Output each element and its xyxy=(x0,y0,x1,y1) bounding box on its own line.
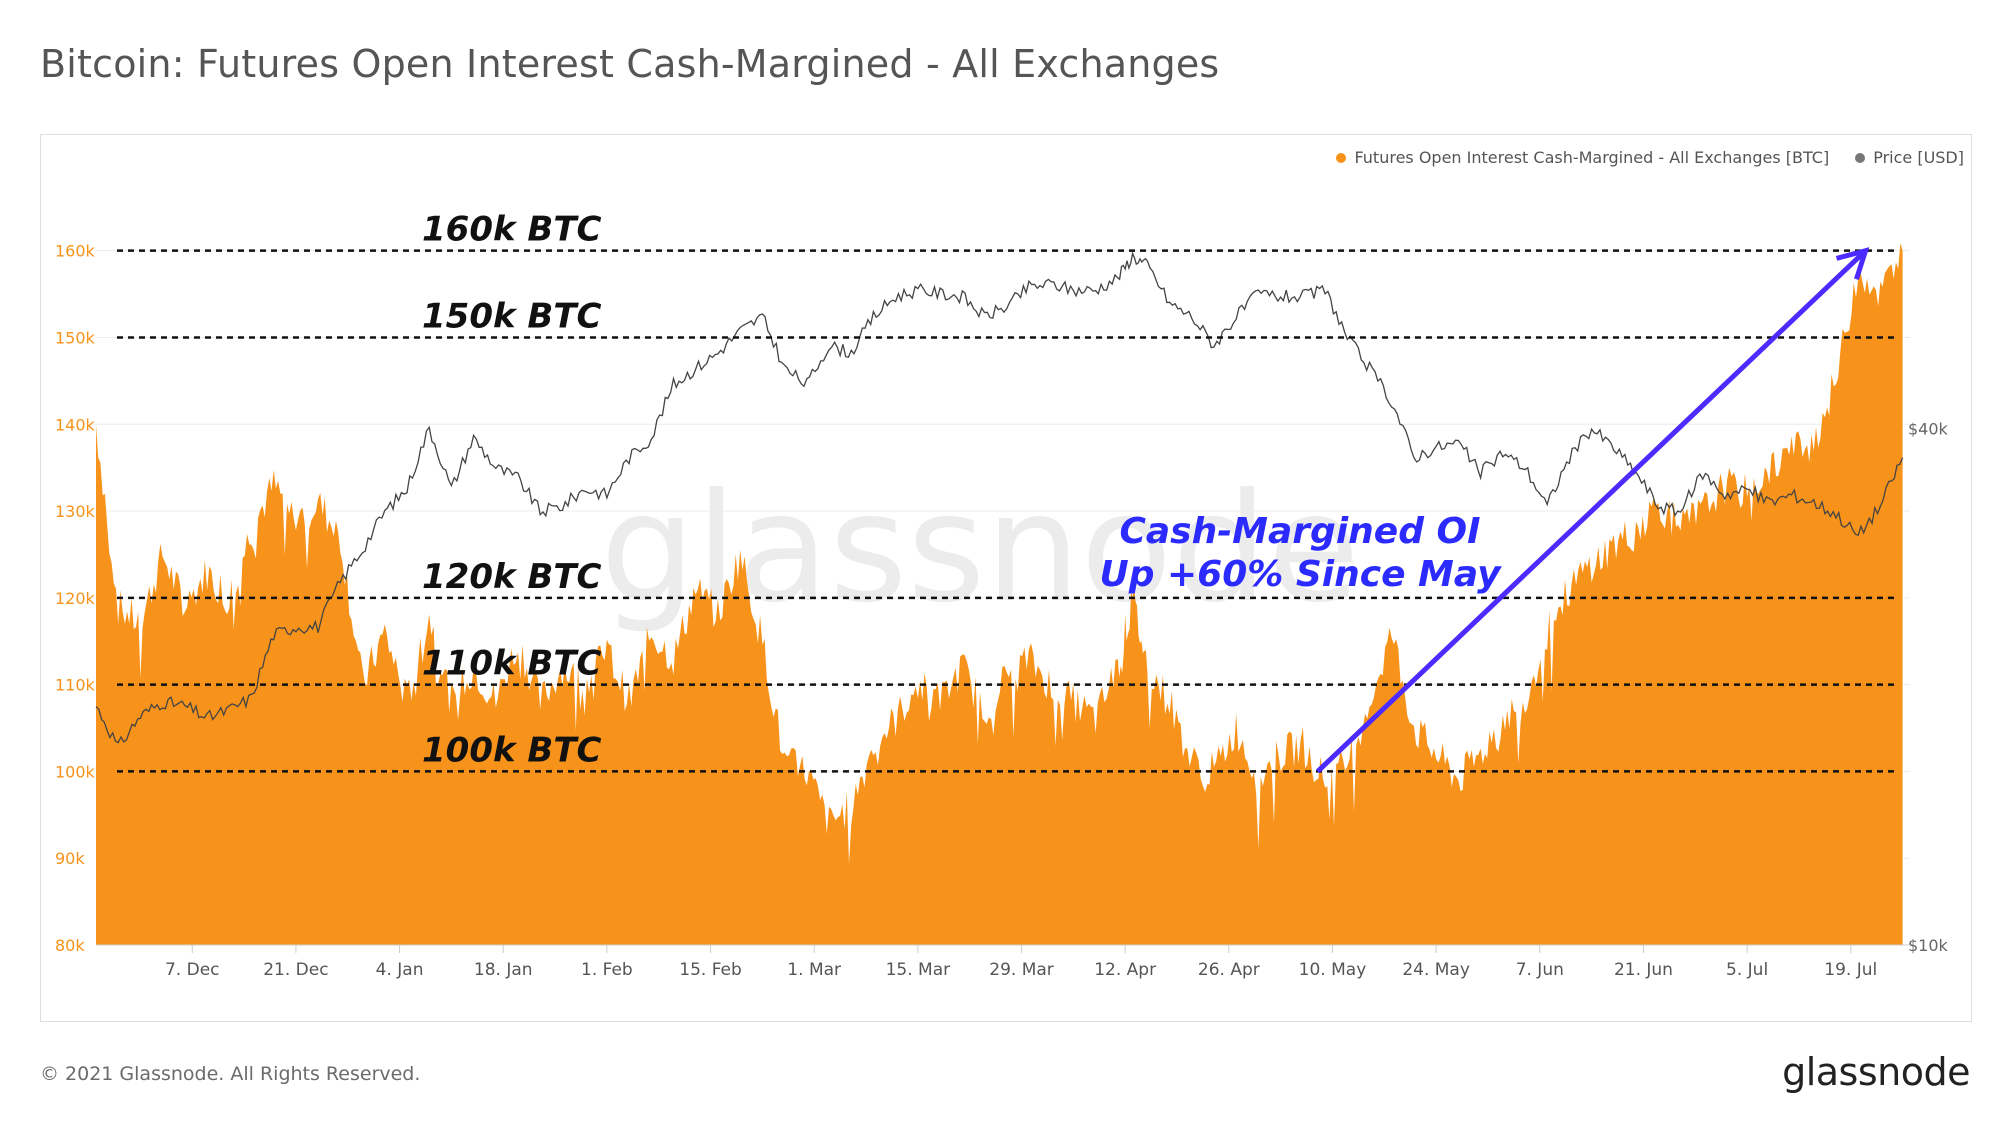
x-tick-label: 7. Dec xyxy=(165,960,220,980)
y-left-tick-label: 110k xyxy=(55,676,96,695)
x-tick-label: 7. Jun xyxy=(1516,960,1564,980)
y-left-tick-label: 80k xyxy=(55,936,85,955)
x-tick-label: 12. Apr xyxy=(1094,960,1156,980)
footer-copyright: © 2021 Glassnode. All Rights Reserved. xyxy=(40,1063,421,1085)
oi-area xyxy=(96,243,1903,946)
y-left-tick-label: 140k xyxy=(55,415,96,434)
y-left-tick-label: 100k xyxy=(55,762,96,781)
x-tick-label: 24. May xyxy=(1402,960,1470,980)
annotation-line-2: Up +60% Since May xyxy=(1099,554,1502,595)
reference-label: 160k BTC xyxy=(422,210,602,250)
reference-label: 120k BTC xyxy=(422,557,602,597)
price-line xyxy=(95,251,1904,744)
chart-title: Bitcoin: Futures Open Interest Cash-Marg… xyxy=(40,42,1220,86)
legend-label-price: Price [USD] xyxy=(1873,148,1964,167)
glassnode-logo[interactable]: glassnode xyxy=(1782,1050,1970,1094)
reference-label: 110k BTC xyxy=(422,644,602,684)
x-tick-label: 1. Mar xyxy=(787,960,841,980)
x-tick-label: 10. May xyxy=(1299,960,1367,980)
x-tick-label: 21. Jun xyxy=(1614,960,1673,980)
y-right-tick-label: $10k xyxy=(1908,936,1949,955)
reference-label: 150k BTC xyxy=(422,296,602,336)
x-tick-label: 15. Mar xyxy=(886,960,951,980)
x-tick-label: 26. Apr xyxy=(1198,960,1260,980)
x-tick-label: 1. Feb xyxy=(581,960,633,980)
y-left-tick-label: 90k xyxy=(55,849,85,868)
x-tick-label: 18. Jan xyxy=(474,960,533,980)
x-tick-label: 29. Mar xyxy=(989,960,1054,980)
annotation-line-1: Cash-Margined OI xyxy=(1119,511,1480,552)
reference-label: 100k BTC xyxy=(422,730,602,770)
x-tick-label: 19. Jul xyxy=(1824,960,1877,980)
gray-dot-icon xyxy=(1855,152,1866,163)
legend-item-price[interactable]: Price [USD] xyxy=(1855,148,1964,167)
y-left-tick-label: 150k xyxy=(55,328,96,347)
annotation-arrowhead xyxy=(1835,247,1870,281)
legend-item-oi[interactable]: Futures Open Interest Cash-Margined - Al… xyxy=(1336,148,1829,167)
annotation-arrow xyxy=(1315,248,1868,774)
orange-dot-icon xyxy=(1336,152,1347,163)
x-tick-label: 4. Jan xyxy=(376,960,424,980)
legend: Futures Open Interest Cash-Margined - Al… xyxy=(1336,148,1964,167)
x-tick-label: 15. Feb xyxy=(679,960,742,980)
x-tick-label: 21. Dec xyxy=(263,960,328,980)
y-left-tick-label: 160k xyxy=(55,242,96,261)
y-left-tick-label: 130k xyxy=(55,502,96,521)
legend-label-oi: Futures Open Interest Cash-Margined - Al… xyxy=(1354,148,1830,167)
y-right-tick-label: $40k xyxy=(1908,420,1949,439)
y-left-tick-label: 120k xyxy=(55,589,96,608)
x-tick-label: 5. Jul xyxy=(1726,960,1768,980)
